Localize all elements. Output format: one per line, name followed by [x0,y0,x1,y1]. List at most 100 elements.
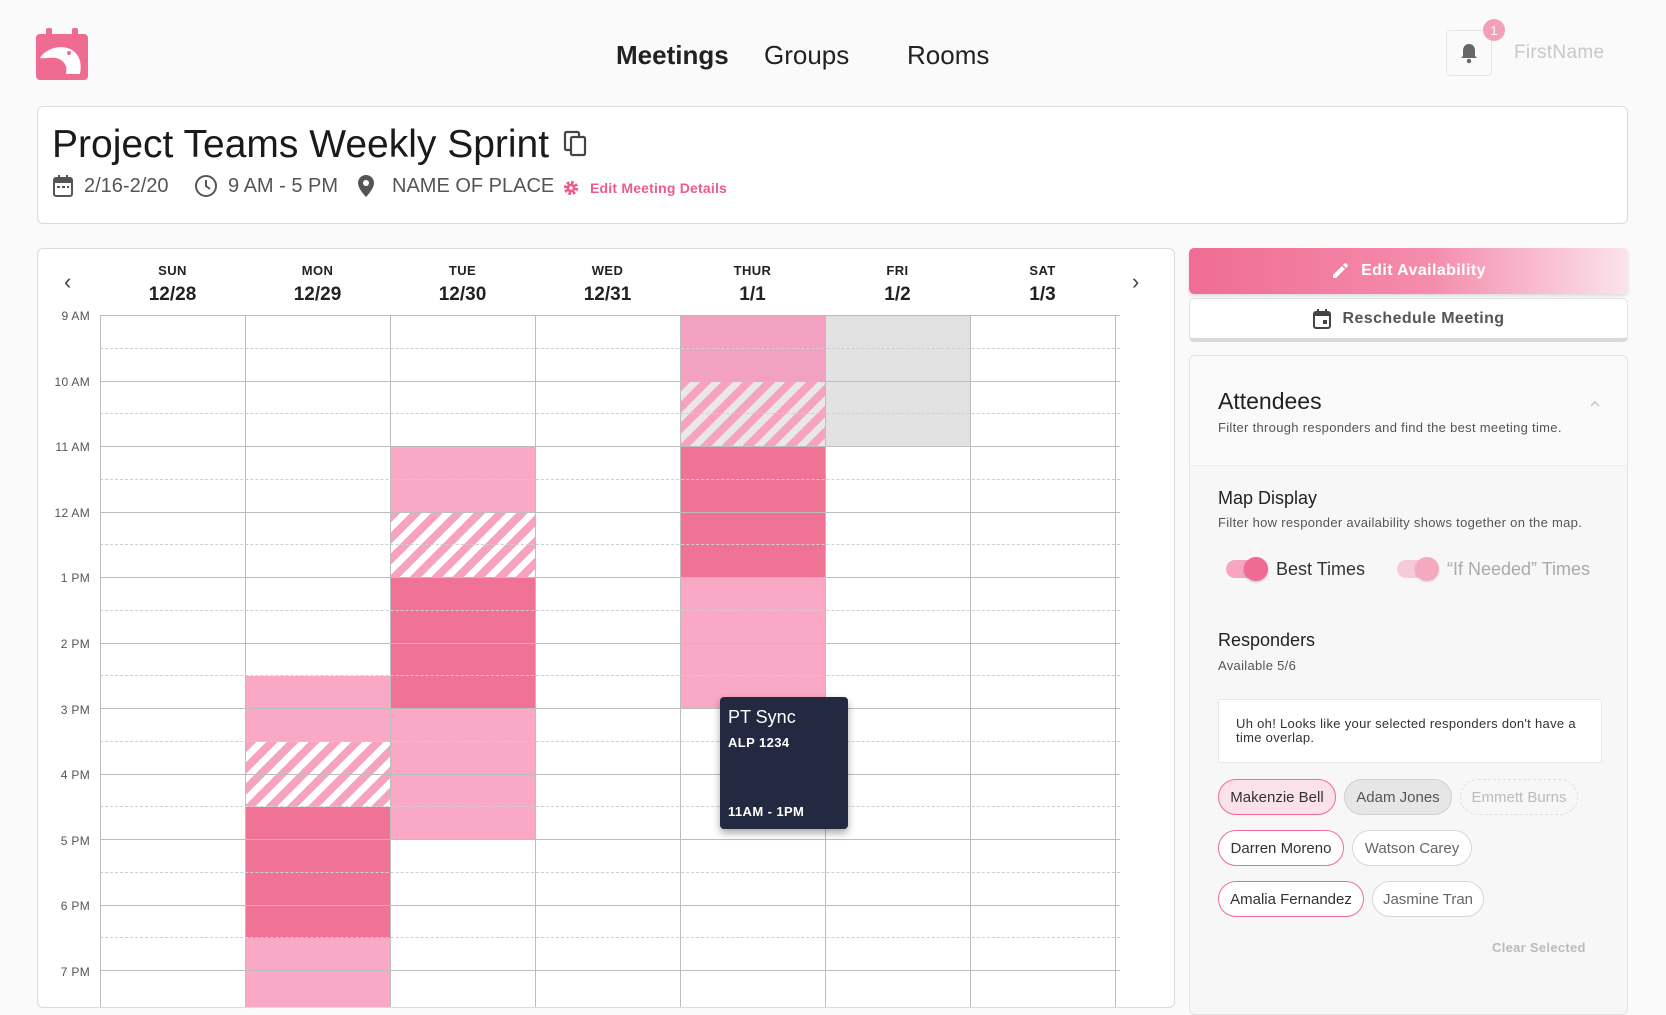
hour-line [100,512,1120,513]
reschedule-meeting-button[interactable]: Reschedule Meeting [1189,298,1628,342]
day-date: 1/3 [1029,284,1056,305]
hour-line [100,905,1120,906]
attendees-title: Attendees [1218,388,1322,414]
meeting-dates-text: 2/16-2/20 [84,174,169,197]
day-date: 12/29 [293,284,342,305]
if-needed-times-label: “If Needed” Times [1447,559,1591,579]
half-hour-line [100,479,1120,480]
responder-chip[interactable]: Jasmine Tran [1372,881,1484,917]
day-header-tue: TUE 12/30 [390,263,535,306]
responder-chip[interactable]: Adam Jones [1344,779,1452,815]
hour-line [100,446,1120,447]
responder-chip[interactable]: Amalia Fernandez [1218,881,1364,917]
meeting-time-text: 9 AM - 5 PM [228,174,339,197]
edit-availability-label: Edit Availability [1361,262,1486,279]
calendar-card: ‹ › SUN 12/28 MON 12/29 TUE 12/30 WED 12… [37,248,1175,1008]
hour-line [100,970,1120,971]
gear-icon [563,180,579,196]
day-name: MON [301,263,334,278]
day-header-sun: SUN 12/28 [100,263,245,306]
clock-icon [195,175,217,197]
hour-label: 3 PM [60,703,90,717]
day-column-line [1115,315,1116,1007]
hour-line [100,839,1120,840]
meeting-time: 9 AM - 5 PM [194,171,338,201]
unavailable-block [825,315,970,446]
meeting-place: NAME OF PLACE [356,171,554,201]
event-card[interactable]: PT Sync ALP 1234 11AM - 1PM [720,697,848,829]
day-date: 12/31 [583,284,632,305]
hour-label: 1 PM [60,571,90,585]
responder-chip[interactable]: Emmett Burns [1460,779,1578,815]
day-column-line [100,315,101,1007]
next-week-button[interactable]: › [1132,269,1140,294]
best-times-toggle[interactable] [1226,557,1268,581]
day-name: THUR [733,263,772,278]
attendees-header [1190,356,1627,466]
map-display-subtitle: Filter how responder availability shows … [1218,515,1583,530]
clear-selected-link[interactable]: Clear Selected [1492,940,1586,955]
day-header-thur: THUR 1/1 [680,263,825,306]
nav-groups[interactable]: Groups [764,40,850,70]
half-hour-line [100,413,1120,414]
event-room: ALP 1234 [728,735,790,750]
copy-icon[interactable] [561,129,591,159]
hour-label: 2 PM [60,637,90,651]
day-column-line [825,315,826,1007]
hour-label: 5 PM [60,834,90,848]
half-hour-line [100,544,1120,545]
availability-block[interactable] [680,577,825,708]
if-needed-times-toggle[interactable] [1397,557,1439,581]
hour-line [100,577,1120,578]
day-header-fri: FRI 1/2 [825,263,970,306]
hour-line [100,643,1120,644]
day-date: 12/30 [438,284,487,305]
availability-block[interactable] [390,708,535,839]
meeting-title: Project Teams Weekly Sprint [52,123,550,166]
half-hour-line [100,348,1120,349]
chevron-up-icon[interactable] [1588,396,1602,414]
day-name: TUE [448,263,477,278]
day-name: FRI [886,263,909,278]
half-hour-line [100,806,1120,807]
responder-chip[interactable]: Watson Carey [1352,830,1472,866]
user-name[interactable]: FirstName [1514,42,1605,63]
edit-availability-button[interactable]: Edit Availability [1189,248,1628,294]
top-navigation: Meetings Groups Rooms [0,34,1666,74]
nav-rooms[interactable]: Rooms [907,40,990,70]
day-name: SUN [158,263,187,278]
best-time-block[interactable] [680,446,825,577]
meeting-dates: 2/16-2/20 [52,171,169,201]
day-header-sat: SAT 1/3 [970,263,1115,306]
notifications-button[interactable] [1446,30,1492,76]
day-date: 1/2 [884,284,911,305]
day-header-wed: WED 12/31 [535,263,680,306]
hour-label: 9 AM [61,309,90,323]
hour-label: 10 AM [54,375,90,389]
bell-icon [1461,44,1477,64]
edit-meeting-details-link[interactable]: Edit Meeting Details [562,179,727,197]
no-overlap-warning: Uh oh! Looks like your selected responde… [1218,699,1602,763]
availability-block[interactable] [245,938,390,1007]
app-logo-icon[interactable] [36,28,90,80]
previous-week-button[interactable]: ‹ [64,269,72,294]
responder-chip[interactable]: Darren Moreno [1218,830,1344,866]
map-display-title: Map Display [1218,488,1318,508]
hour-label: 11 AM [55,440,90,454]
half-hour-line [100,675,1120,676]
hour-label: 6 PM [60,899,90,913]
best-time-block[interactable] [390,577,535,708]
responders-count: Available 5/6 [1218,658,1297,673]
notification-badge: 1 [1483,19,1505,41]
meeting-place-text: NAME OF PLACE [392,174,555,197]
hour-line [100,315,1120,316]
nav-meetings[interactable]: Meetings [616,40,729,70]
responder-chip[interactable]: Makenzie Bell [1218,779,1336,815]
hour-label: 4 PM [60,768,90,782]
calendar-grid[interactable] [100,315,1120,1007]
reschedule-meeting-label: Reschedule Meeting [1342,309,1505,327]
meeting-header-card: Project Teams Weekly Sprint 2/16-2/20 9 … [37,106,1628,224]
availability-block[interactable] [245,676,390,742]
day-column-line [245,315,246,1007]
hour-line [100,774,1120,775]
